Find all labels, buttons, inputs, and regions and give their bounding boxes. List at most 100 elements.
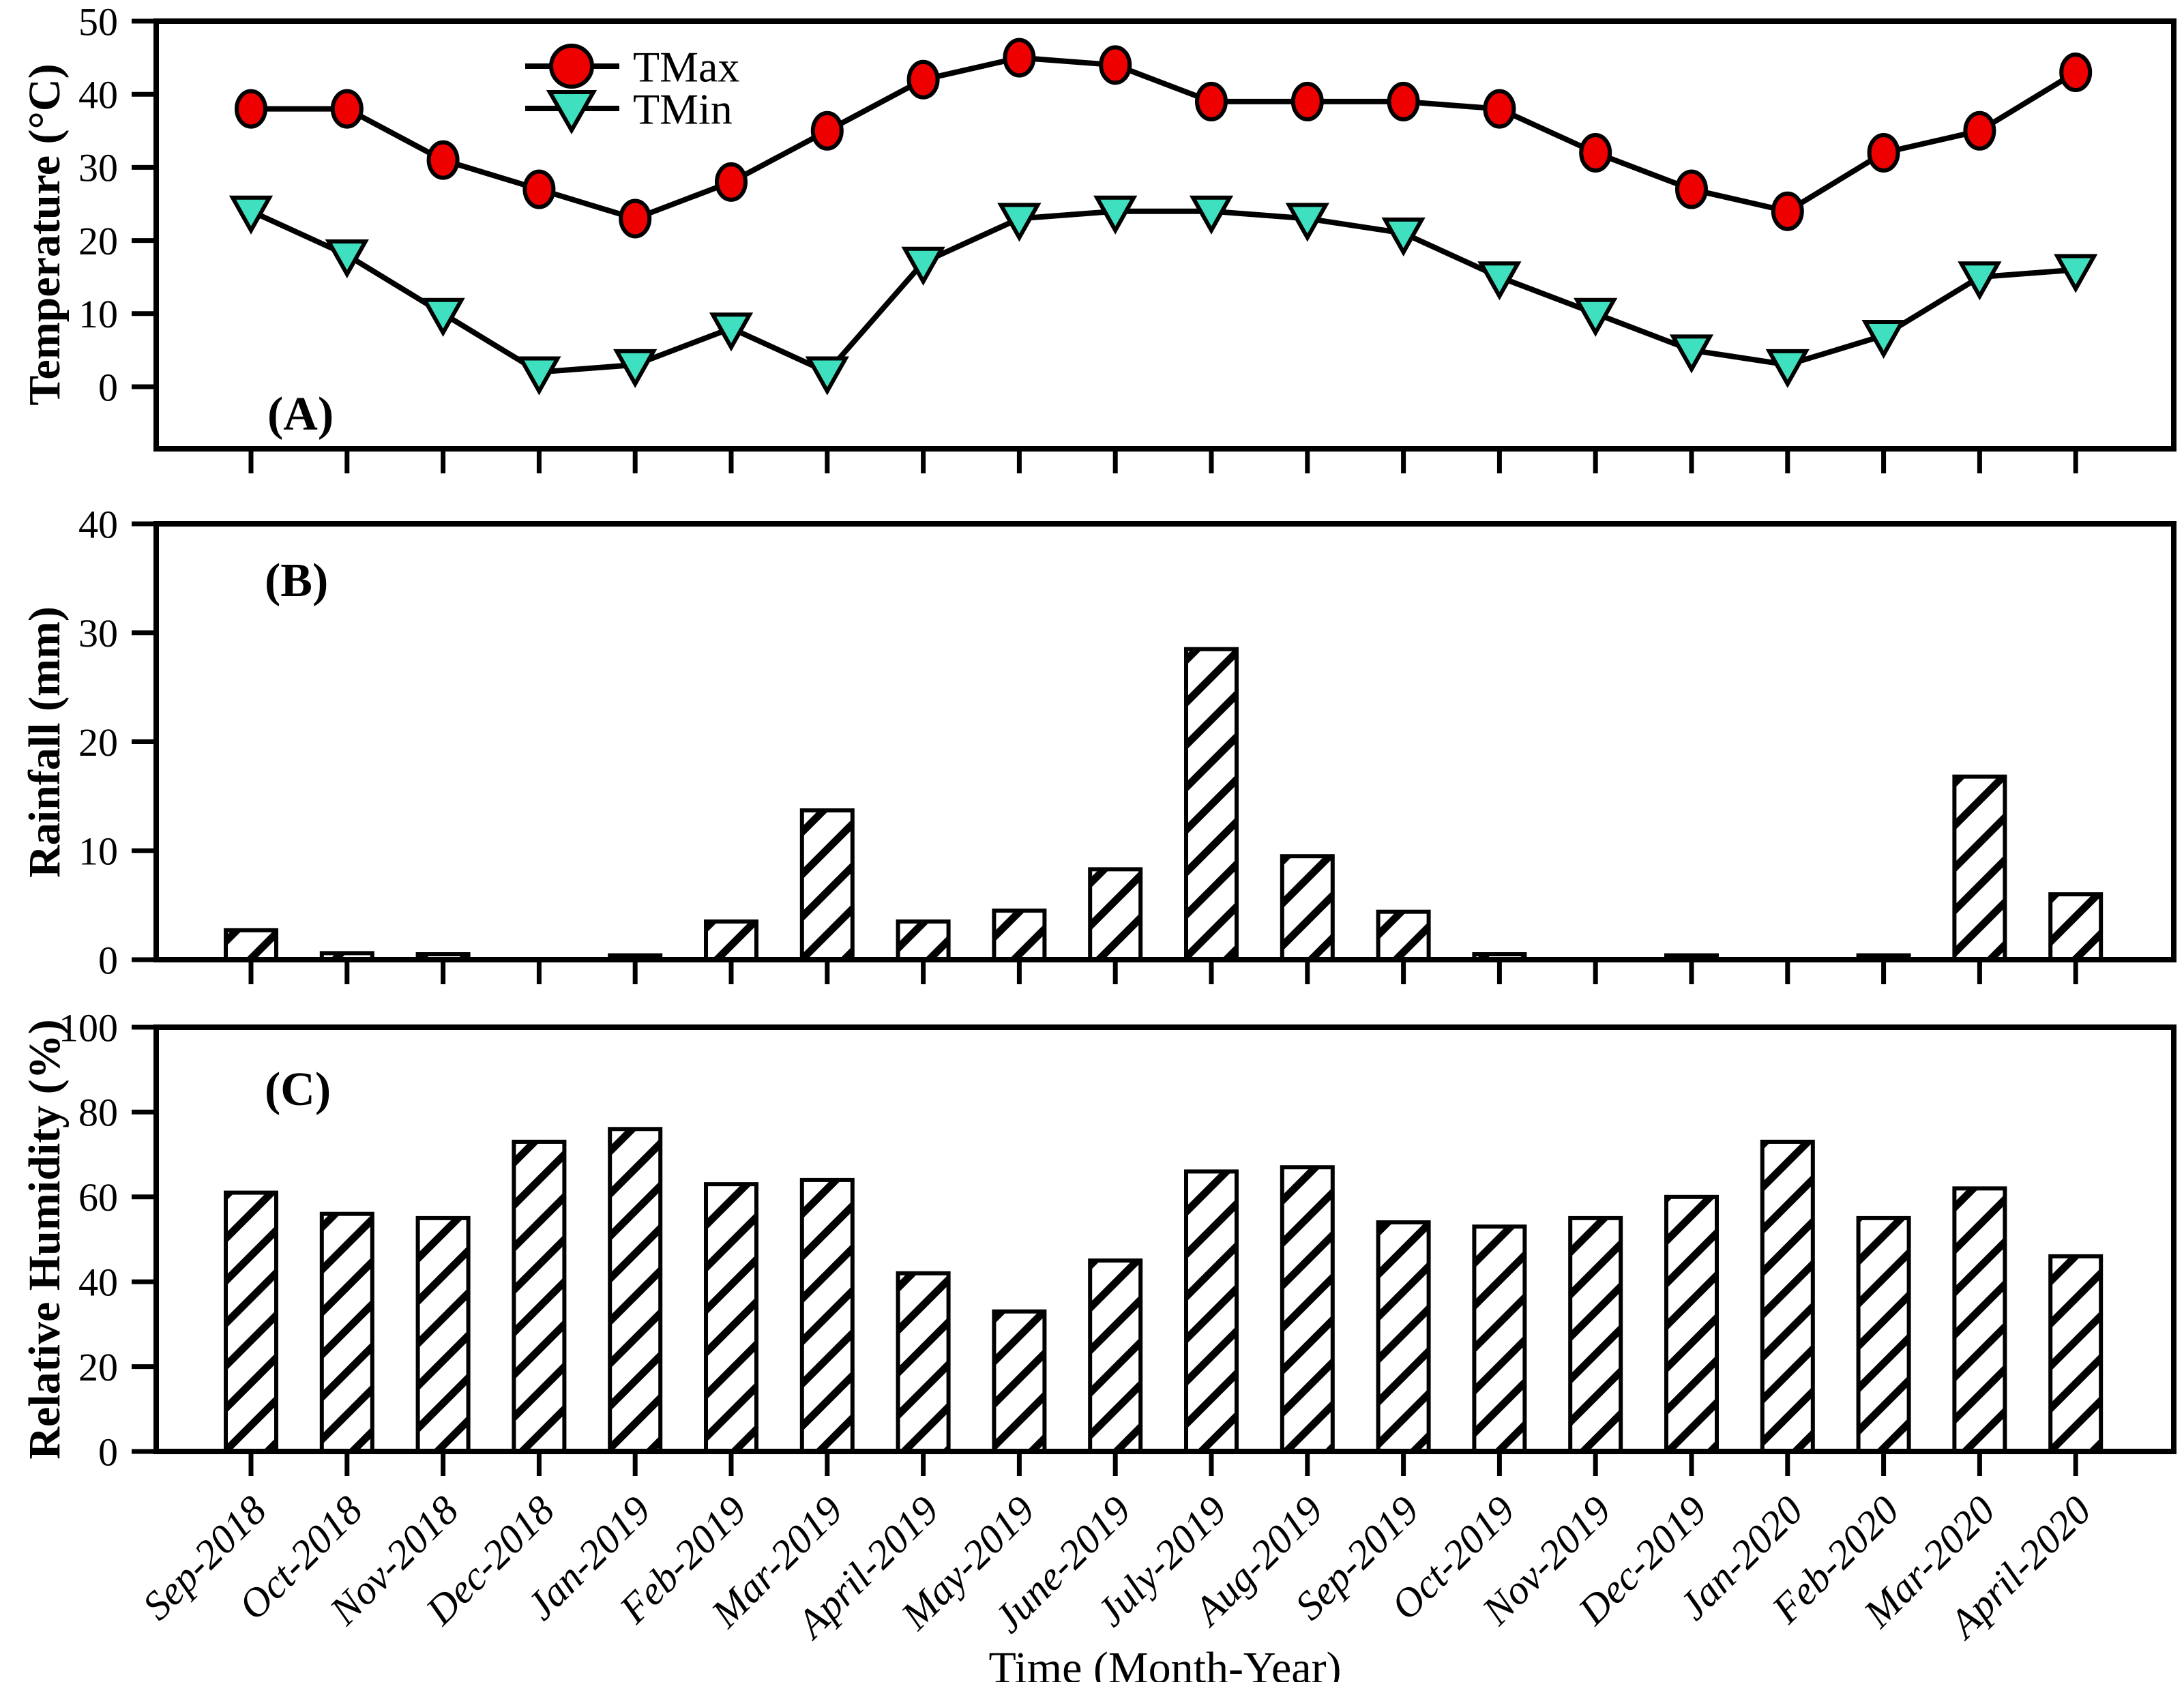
- humidity-bar-Nov-2019: [1568, 1215, 1623, 1454]
- tmax-marker-Nov-2018: [426, 140, 460, 180]
- legend-label-tmax: TMax: [633, 42, 739, 91]
- tmin-marker-Oct-2019: [1477, 261, 1522, 301]
- humidity-bar-Feb-2019: [704, 1182, 758, 1454]
- tmax-marker-Oct-2018: [330, 89, 364, 129]
- y-tick-label: 0: [98, 938, 118, 982]
- tmax-marker-Mar-2020: [1963, 110, 1996, 151]
- humidity-bar-Jan-2020: [1760, 1139, 1815, 1454]
- tmin-marker-Feb-2020: [1861, 319, 1906, 359]
- humidity-bar-April-2019: [896, 1271, 951, 1454]
- tmin-marker-Jan-2020: [1765, 349, 1810, 388]
- tmax-marker-Sep-2018: [235, 89, 267, 129]
- humidity-bar-Dec-2018: [512, 1139, 567, 1454]
- rainfall-bar-Sep-2019: [1376, 909, 1431, 962]
- tmax-marker-Feb-2020: [1867, 132, 1900, 173]
- tmax-marker-Dec-2019: [1675, 169, 1708, 209]
- humidity-bar-Sep-2018: [224, 1190, 278, 1454]
- tmin-marker-Mar-2019: [805, 356, 849, 396]
- y-tick-label: 10: [78, 292, 118, 336]
- y-tick-label: 30: [78, 146, 118, 190]
- tmin-marker-May-2019: [997, 203, 1042, 242]
- y-tick-label: 50: [78, 0, 118, 44]
- humidity-bar-Jan-2019: [608, 1127, 663, 1454]
- y-tick-label: 10: [78, 829, 118, 874]
- y-tick-label: 40: [78, 1260, 118, 1305]
- tmax-marker-May-2019: [1003, 38, 1036, 78]
- tmin-marker-Sep-2018: [228, 195, 274, 235]
- tmin-marker-Oct-2018: [325, 239, 369, 279]
- y-tick-label: 40: [78, 502, 118, 546]
- tmax-marker-Feb-2019: [715, 162, 748, 202]
- panel-frame: [153, 521, 2176, 962]
- humidity-bar-Aug-2019: [1280, 1165, 1335, 1454]
- tmax-marker-Jan-2020: [1771, 191, 1804, 231]
- legend-label-tmin: TMin: [633, 85, 733, 133]
- tmin-marker-June-2019: [1093, 195, 1138, 235]
- tmax-marker-April-2020: [2059, 53, 2093, 93]
- y-tick-label: 60: [78, 1175, 118, 1220]
- humidity-bar-Sep-2019: [1376, 1220, 1431, 1454]
- tmax-marker-Oct-2019: [1483, 89, 1516, 129]
- tmin-marker-Mar-2020: [1958, 261, 2002, 301]
- y-tick-label: 80: [78, 1091, 118, 1135]
- rainfall-bar-Mar-2019: [799, 808, 855, 962]
- humidity-axis-title: Relative Humidity (%): [20, 1019, 70, 1460]
- tmax-marker-Nov-2019: [1579, 132, 1612, 173]
- y-tick-label: 20: [78, 720, 118, 765]
- legend-tmin-marker: [546, 90, 597, 135]
- panel-c-label: (C): [265, 1063, 331, 1116]
- month-labels: Sep-2018Oct-2018Nov-2018Dec-2018Jan-2019…: [134, 1488, 2099, 1649]
- panel-c: 0 20 40 60 80 100: [59, 1005, 2176, 1476]
- tmax-marker-Jan-2019: [619, 198, 652, 239]
- tmin-marker-April-2019: [901, 246, 945, 286]
- y-tick-label: 40: [78, 73, 118, 117]
- humidity-bar-Oct-2019: [1472, 1224, 1527, 1454]
- tmin-marker-Jan-2019: [613, 349, 658, 388]
- tmin-marker-Feb-2019: [709, 312, 754, 352]
- tmin-marker-Nov-2018: [421, 297, 465, 337]
- tmin-marker-Aug-2019: [1285, 203, 1329, 242]
- rainfall-bar-May-2019: [992, 909, 1047, 962]
- panel-b-label: (B): [265, 555, 329, 607]
- tmax-marker-Mar-2019: [810, 110, 844, 151]
- humidity-bar-Feb-2020: [1856, 1215, 1911, 1454]
- humidity-bar-July-2019: [1184, 1169, 1239, 1454]
- humidity-bar-Mar-2019: [799, 1177, 855, 1454]
- tmin-marker-April-2020: [2054, 254, 2098, 293]
- tmin-marker-Dec-2019: [1669, 334, 1714, 374]
- panel-b: 0 10 20 30 40: [78, 502, 2176, 984]
- humidity-bar-May-2019: [992, 1309, 1047, 1454]
- rainfall-axis-title: Rainfall (mm): [20, 606, 70, 878]
- rainfall-bar-Mar-2020: [1952, 774, 2007, 962]
- tmax-marker-Dec-2018: [522, 169, 556, 209]
- y-tick-label: 30: [78, 611, 118, 655]
- y-tick-label: 0: [98, 1430, 118, 1474]
- tmin-marker-Sep-2019: [1381, 217, 1426, 256]
- tmin-line: [250, 208, 2076, 375]
- tmax-marker-June-2019: [1099, 45, 1132, 85]
- tmax-marker-Sep-2019: [1387, 81, 1420, 121]
- humidity-bar-Oct-2018: [319, 1211, 374, 1454]
- y-tick-label: 20: [78, 1345, 118, 1389]
- rainfall-bar-Feb-2019: [704, 919, 758, 962]
- humidity-bar-April-2020: [2048, 1254, 2104, 1454]
- tmax-marker-April-2019: [906, 59, 940, 100]
- x-axis-title: Time (Month-Year): [988, 1643, 1342, 1682]
- humidity-bar-Dec-2019: [1664, 1194, 1719, 1454]
- tmin-marker-Nov-2019: [1574, 297, 1618, 337]
- temperature-axis-title: Temperature (°C): [20, 63, 70, 406]
- y-tick-label: 0: [98, 365, 118, 409]
- y-tick-label: 20: [78, 219, 118, 263]
- humidity-bar-Nov-2018: [415, 1215, 471, 1454]
- humidity-bar-Mar-2020: [1952, 1186, 2007, 1454]
- panel-a-label: (A): [267, 388, 334, 441]
- rainfall-bar-April-2019: [896, 919, 951, 962]
- rainfall-bar-April-2020: [2048, 892, 2104, 962]
- tmax-marker-Aug-2019: [1290, 81, 1324, 121]
- tmax-marker-July-2019: [1195, 81, 1228, 121]
- rainfall-bar-Sep-2018: [224, 928, 278, 962]
